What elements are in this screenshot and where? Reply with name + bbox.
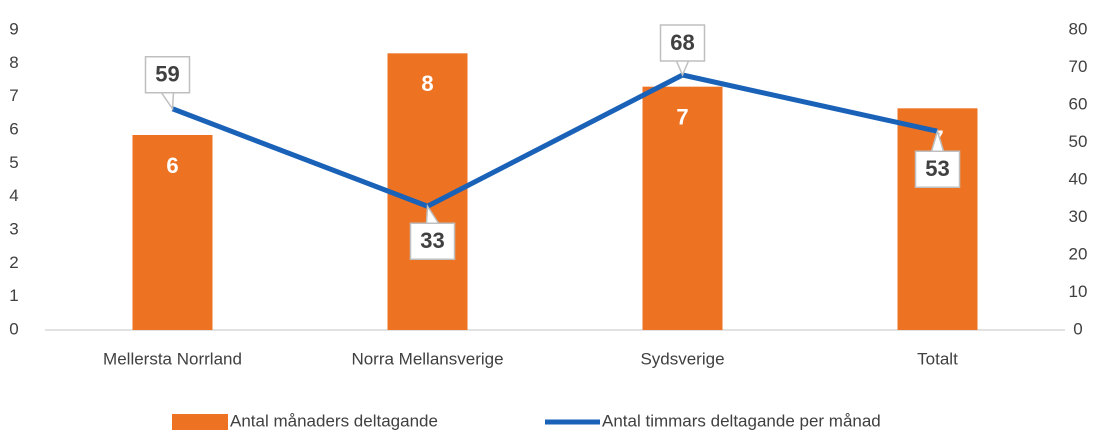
legend-swatch (172, 414, 228, 430)
bar (642, 86, 723, 331)
line (171, 72, 939, 209)
label-callout (409, 203, 456, 260)
y-tick-label: 7 (9, 86, 18, 105)
x-tick-label: Norra Mellansverige (351, 349, 503, 368)
bar (132, 135, 213, 330)
legend-label: Antal timmars deltagande per månad (602, 411, 881, 430)
line-label: 68 (670, 30, 694, 55)
legend-label: Antal månaders deltagande (230, 411, 438, 430)
y2-tick-label: 30 (1069, 207, 1088, 226)
y2-tick-label: 80 (1069, 19, 1088, 38)
bar-label: 8 (421, 71, 433, 96)
x-tick-label: Totalt (917, 349, 958, 368)
y2-tick-label: 10 (1069, 282, 1088, 301)
y-tick-label: 4 (9, 186, 18, 205)
y2-tick-label: 40 (1069, 169, 1088, 188)
y-tick-label: 3 (9, 219, 18, 238)
y-tick-label: 8 (9, 53, 18, 72)
y-tick-label: 9 (9, 19, 18, 38)
y2-tick-label: 20 (1069, 244, 1088, 263)
label-callout (659, 24, 706, 77)
line-label: 59 (155, 62, 179, 87)
y2-tick-label: 60 (1069, 94, 1088, 113)
line-label: 53 (925, 156, 949, 181)
x-tick-label: Mellersta Norrland (103, 349, 242, 368)
y-tick-label: 1 (9, 286, 18, 305)
y-tick-label: 2 (9, 253, 18, 272)
y-tick-label: 0 (9, 319, 18, 338)
bar-label: 6 (166, 153, 178, 178)
label-callout (144, 56, 191, 111)
y-tick-label: 6 (9, 119, 18, 138)
y2-tick-label: 0 (1073, 319, 1082, 338)
label-callout (914, 128, 961, 188)
bar-label: 7 (676, 104, 688, 129)
y2-tick-label: 70 (1069, 57, 1088, 76)
line-label: 33 (420, 228, 444, 253)
y-tick-label: 5 (9, 153, 18, 172)
x-tick-label: Sydsverige (640, 349, 724, 368)
y2-tick-label: 50 (1069, 132, 1088, 151)
